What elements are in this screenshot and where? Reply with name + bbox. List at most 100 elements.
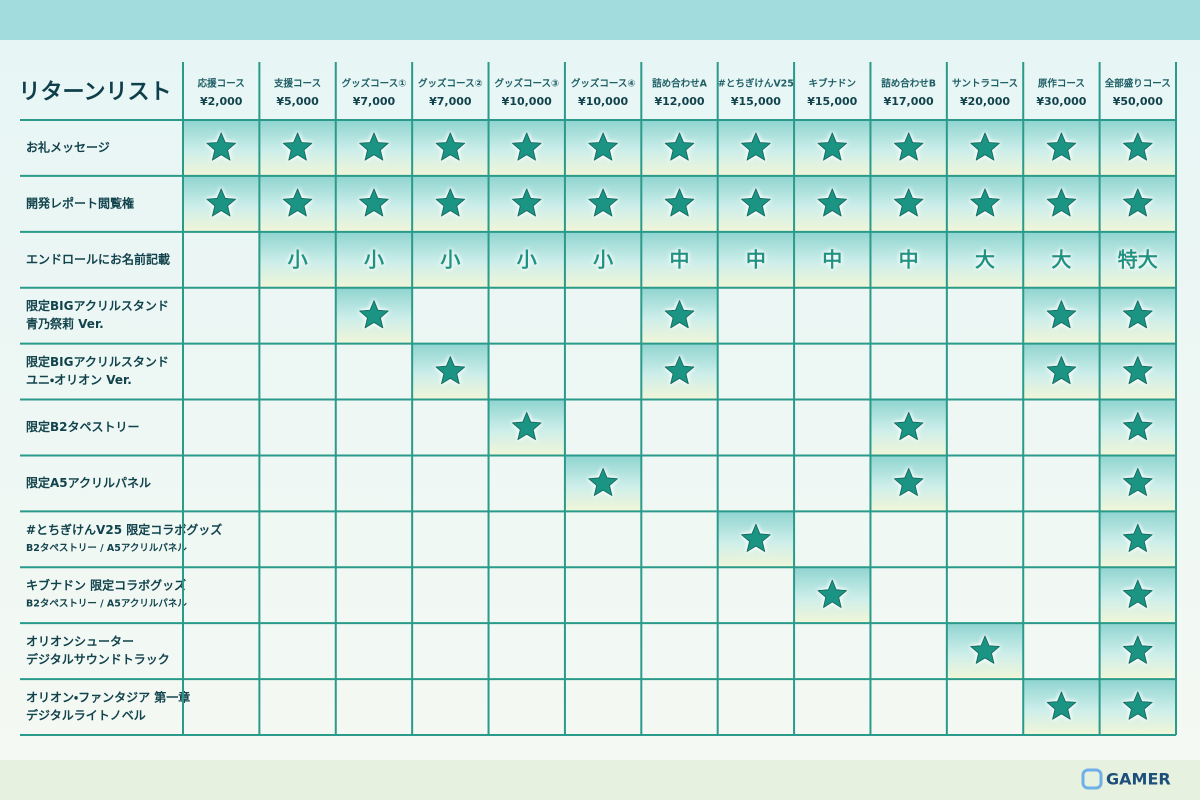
cell-highlight bbox=[794, 231, 871, 288]
column-name: 応援コース bbox=[197, 78, 245, 90]
cell-highlight bbox=[335, 231, 413, 288]
star bbox=[741, 523, 771, 552]
star bbox=[664, 356, 695, 385]
cell-size-label: 小 bbox=[593, 247, 613, 271]
column-price: ¥10,000 bbox=[502, 95, 552, 108]
cell-highlight bbox=[259, 231, 336, 288]
star bbox=[512, 412, 542, 441]
row-label: 限定BIGアクリルスタンド bbox=[26, 298, 169, 313]
column-price: ¥2,000 bbox=[200, 95, 243, 108]
column-price: ¥15,000 bbox=[731, 95, 781, 108]
column-price: ¥7,000 bbox=[353, 95, 396, 108]
star bbox=[435, 188, 466, 217]
cell-size-label: 小 bbox=[517, 247, 537, 271]
cell-highlight bbox=[564, 231, 642, 288]
cell-size-label: 特大 bbox=[1118, 247, 1158, 271]
star bbox=[512, 132, 542, 161]
star bbox=[1046, 188, 1077, 217]
star bbox=[435, 356, 466, 385]
row-label: オリオン・ファンタジア 第一章 bbox=[26, 690, 190, 705]
cell-size-label: 大 bbox=[975, 247, 995, 271]
column-price: ¥7,000 bbox=[429, 95, 472, 108]
row-label: オリオンシューター bbox=[26, 635, 134, 649]
row-label: デジタルサウンドトラック bbox=[26, 652, 170, 667]
star bbox=[282, 188, 313, 217]
cell-highlight bbox=[412, 231, 489, 288]
cell-size-label: 中 bbox=[899, 247, 919, 271]
column-name: 支援コース bbox=[273, 78, 321, 90]
column-name: サントラコース bbox=[952, 79, 1018, 90]
column-price: ¥5,000 bbox=[276, 95, 319, 108]
star bbox=[1046, 300, 1077, 329]
star bbox=[817, 188, 847, 217]
star bbox=[1123, 579, 1153, 608]
logo: GAMER bbox=[1081, 768, 1171, 790]
star bbox=[359, 300, 389, 329]
row-label: 限定BIGアクリルスタンド bbox=[26, 354, 169, 369]
star bbox=[741, 132, 771, 161]
star bbox=[282, 132, 313, 161]
row-label: B2タペストリー / A5アクリルパネル bbox=[26, 598, 187, 610]
logo-icon bbox=[1081, 768, 1103, 790]
row-label: 青乃祭莉 Ver. bbox=[26, 316, 104, 331]
row-label: お礼メッセージ bbox=[26, 139, 110, 154]
row-label: B2タペストリー / A5アクリルパネル bbox=[26, 542, 187, 554]
top-band bbox=[0, 0, 1200, 40]
star bbox=[1123, 635, 1153, 664]
star bbox=[893, 188, 924, 217]
row-label: キブナドン 限定コラボグッズ bbox=[26, 578, 186, 593]
column-name: #とちぎけんV25 bbox=[718, 78, 794, 90]
star bbox=[206, 188, 236, 217]
star bbox=[893, 412, 924, 441]
star bbox=[1046, 691, 1077, 720]
column-name: グッズコース③ bbox=[494, 78, 559, 90]
star bbox=[1123, 300, 1153, 329]
star bbox=[664, 188, 695, 217]
row-label: 限定A5アクリルパネル bbox=[26, 475, 151, 490]
star bbox=[1123, 412, 1153, 441]
star bbox=[1123, 356, 1153, 385]
column-price: ¥20,000 bbox=[960, 95, 1010, 108]
column-price: ¥50,000 bbox=[1113, 95, 1163, 108]
star bbox=[664, 132, 695, 161]
column-price: ¥10,000 bbox=[578, 95, 628, 108]
column-name: 全部盛りコース bbox=[1105, 78, 1171, 90]
column-price: ¥15,000 bbox=[807, 95, 857, 108]
column-name: 原作コース bbox=[1038, 78, 1085, 90]
row-label: 限定B2タペストリー bbox=[26, 419, 140, 434]
cell-size-label: 中 bbox=[746, 247, 766, 271]
column-price: ¥17,000 bbox=[884, 95, 934, 108]
star bbox=[206, 132, 236, 161]
star bbox=[588, 467, 618, 496]
star bbox=[1046, 132, 1077, 161]
column-name: グッズコース④ bbox=[571, 78, 636, 90]
star bbox=[1123, 467, 1153, 496]
star bbox=[1123, 132, 1153, 161]
cell-size-label: 中 bbox=[822, 247, 842, 271]
star bbox=[970, 188, 1000, 217]
star bbox=[970, 635, 1000, 664]
cell-size-label: 小 bbox=[440, 247, 460, 271]
star bbox=[970, 132, 1000, 161]
cell-highlight bbox=[870, 231, 947, 288]
star bbox=[817, 132, 847, 161]
star bbox=[512, 188, 542, 217]
star bbox=[1123, 188, 1153, 217]
star bbox=[893, 132, 924, 161]
star bbox=[817, 579, 847, 608]
star bbox=[664, 300, 695, 329]
column-price: ¥30,000 bbox=[1036, 95, 1086, 108]
logo-text: GAMER bbox=[1106, 770, 1171, 789]
star bbox=[588, 132, 618, 161]
column-name: キブナドン bbox=[809, 78, 857, 90]
star bbox=[1046, 356, 1077, 385]
column-price: ¥12,000 bbox=[654, 95, 704, 108]
cell-size-label: 大 bbox=[1051, 247, 1071, 271]
cell-highlight bbox=[1099, 231, 1176, 288]
column-name: グッズコース② bbox=[418, 78, 483, 90]
star bbox=[359, 188, 389, 217]
row-label: 開発レポート閲覧権 bbox=[26, 195, 134, 210]
